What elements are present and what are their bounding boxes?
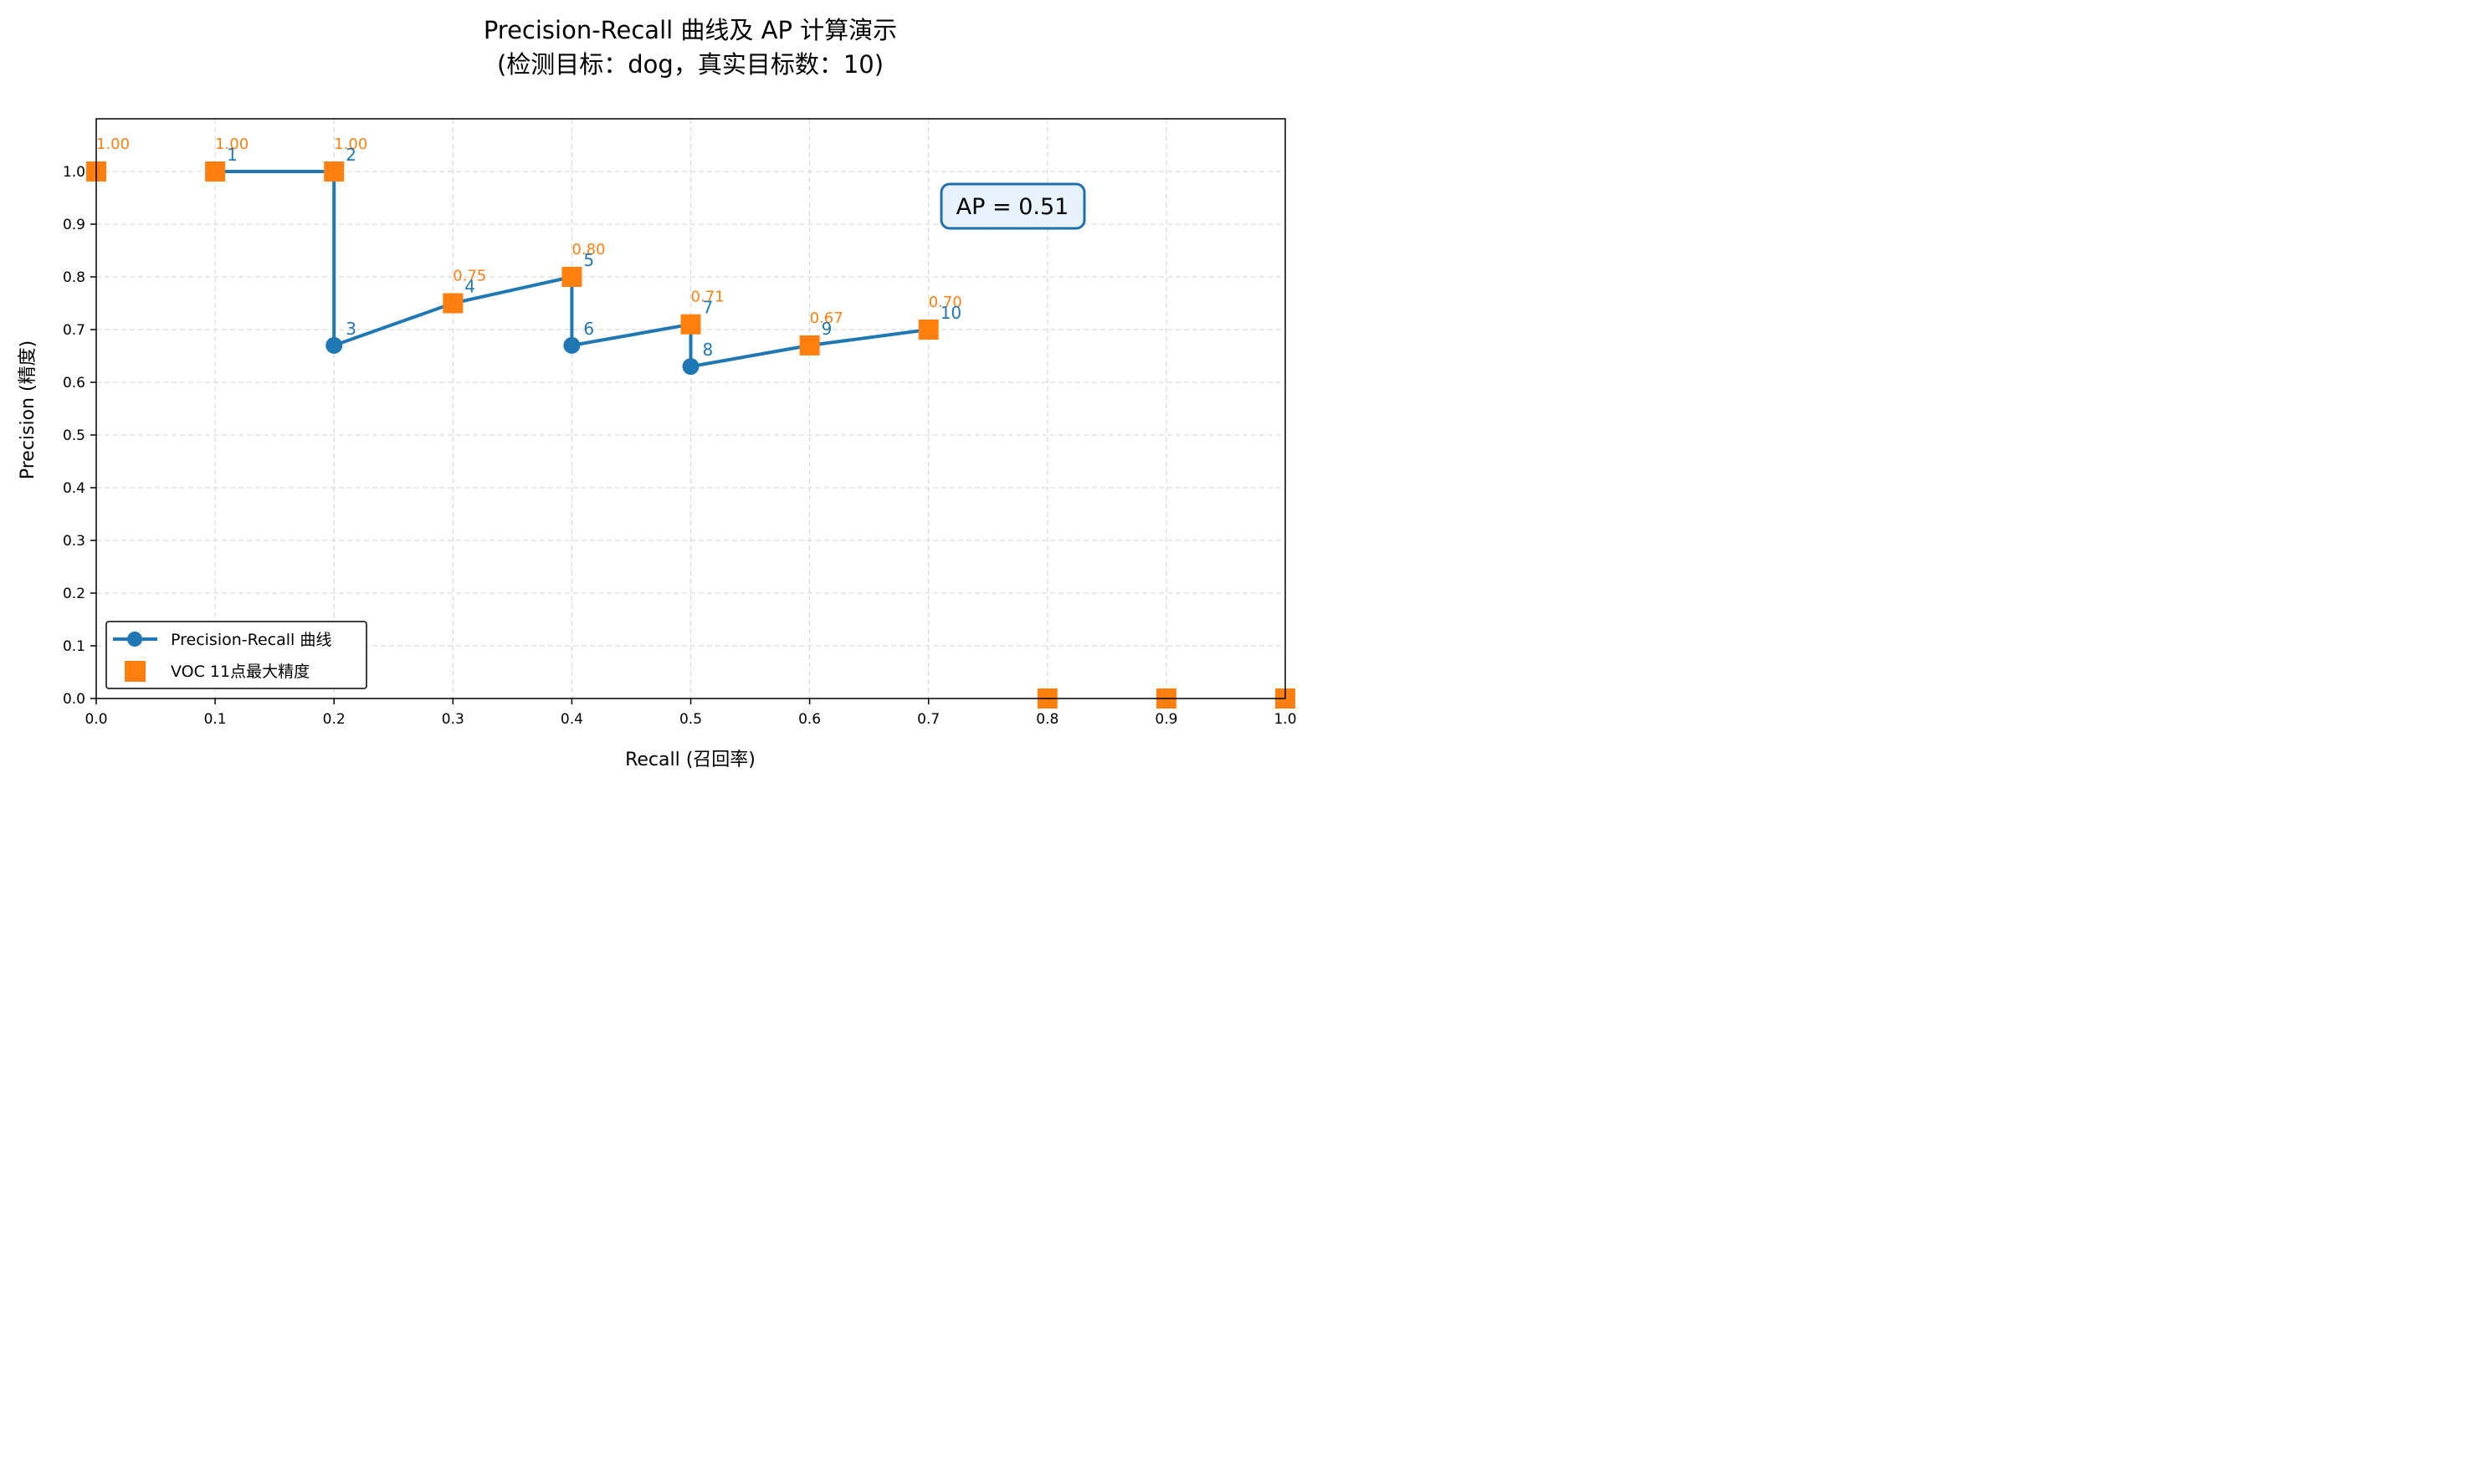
- y-axis-label: Precision (精度): [18, 340, 38, 479]
- x-tick-label: 1.0: [1274, 711, 1296, 728]
- y-tick-label: 0.4: [63, 480, 85, 497]
- pr-point-index-label: 9: [822, 319, 833, 339]
- y-tick-label: 0.9: [63, 217, 85, 233]
- ap-annotation-box: [940, 182, 1086, 230]
- voc-max-value-label: 1.00: [215, 136, 249, 153]
- legend-entry-pr-curve: Precision-Recall 曲线: [171, 631, 331, 649]
- pr-chart: Precision-Recall 曲线及 AP 计算演示 (检测目标：dog，真…: [18, 16, 1297, 770]
- legend-entry-voc-max: VOC 11点最大精度: [171, 663, 310, 681]
- voc-max-value-label: 0.80: [572, 241, 605, 258]
- y-tick-label: 0.2: [63, 586, 85, 602]
- y-tick-label: 0.3: [63, 533, 85, 550]
- pr-point-index-label: 4: [464, 277, 475, 297]
- pr-curve-point: [563, 336, 581, 354]
- voc-max-marker: [680, 314, 701, 335]
- x-tick-label: 0.5: [679, 711, 702, 728]
- x-tick-label: 0.7: [917, 711, 940, 728]
- pr-point-index-label: 7: [703, 298, 714, 318]
- voc-max-value-label: 1.00: [334, 136, 367, 153]
- x-tick-label: 0.9: [1155, 711, 1177, 728]
- ap-annotation-text: AP = 0.51: [956, 194, 1069, 220]
- legend-circle-swatch: [127, 632, 142, 647]
- x-tick-label: 0.3: [442, 711, 464, 728]
- pr-point-index-label: 3: [346, 319, 356, 339]
- y-tick-label: 0.8: [63, 269, 85, 286]
- y-tick-label: 0.6: [63, 375, 85, 391]
- x-tick-label: 0.6: [798, 711, 821, 728]
- point-labels: 1.00 1.00 1.00 0.75 0.80 0.71 0.67 0.70 1 2 3 4 5 6 7 8…: [96, 136, 962, 360]
- voc-max-value-label: 1.00: [96, 136, 130, 153]
- voc-max-marker: [205, 161, 226, 182]
- pr-point-index-label: 8: [703, 340, 714, 360]
- ap-annotation: AP = 0.51: [940, 182, 1086, 230]
- x-axis-label: Recall (召回率): [625, 750, 756, 770]
- voc-max-marker: [443, 293, 464, 314]
- pr-point-index-label: 6: [583, 319, 594, 339]
- pr-curve-point: [682, 358, 700, 376]
- x-tick-label: 0.4: [561, 711, 583, 728]
- grid: [96, 119, 1285, 699]
- x-tick-label: 0.0: [85, 711, 107, 728]
- voc-max-marker: [918, 320, 939, 340]
- voc-max-value-label: 0.70: [929, 294, 962, 311]
- legend-square-swatch: [125, 661, 146, 682]
- chart-title: Precision-Recall 曲线及 AP 计算演示: [484, 16, 897, 44]
- voc-max-value-label: 0.75: [453, 268, 486, 285]
- pr-point-index-label: 10: [941, 303, 961, 323]
- x-tick-label: 0.8: [1036, 711, 1058, 728]
- pr-point-index-label: 1: [227, 145, 238, 165]
- voc-max-marker: [324, 161, 345, 182]
- legend: Precision-Recall 曲线 VOC 11点最大精度: [105, 621, 367, 689]
- voc-max-value-label: 0.67: [810, 310, 843, 327]
- y-tick-label: 0.7: [63, 322, 85, 339]
- x-tick-label: 0.1: [204, 711, 227, 728]
- pr-curve-point: [325, 336, 343, 354]
- plot-frame: [95, 118, 1286, 699]
- chart-subtitle: (检测目标：dog，真实目标数：10): [497, 50, 884, 79]
- voc-max-value-label: 0.71: [691, 289, 725, 306]
- pr-point-index-label: 5: [583, 250, 594, 270]
- voc-max-marker: [799, 335, 820, 356]
- y-axis-ticks: 0.0 0.1 0.2 0.3 0.4 0.5 0.6 0.7 0.8 0.9 1.0: [63, 164, 96, 708]
- y-tick-label: 1.0: [63, 164, 85, 181]
- y-tick-label: 0.1: [63, 638, 85, 655]
- legend-frame: [105, 621, 367, 689]
- y-tick-label: 0.5: [63, 427, 85, 444]
- pr-curve-line: [215, 170, 929, 369]
- y-tick-label: 0.0: [63, 691, 85, 708]
- pr-point-index-label: 2: [346, 145, 356, 165]
- x-axis-ticks: 0.0 0.1 0.2 0.3 0.4 0.5 0.6 0.7 0.8 0.9 1.0: [85, 699, 1297, 728]
- x-tick-label: 0.2: [323, 711, 346, 728]
- voc-max-marker: [561, 267, 582, 287]
